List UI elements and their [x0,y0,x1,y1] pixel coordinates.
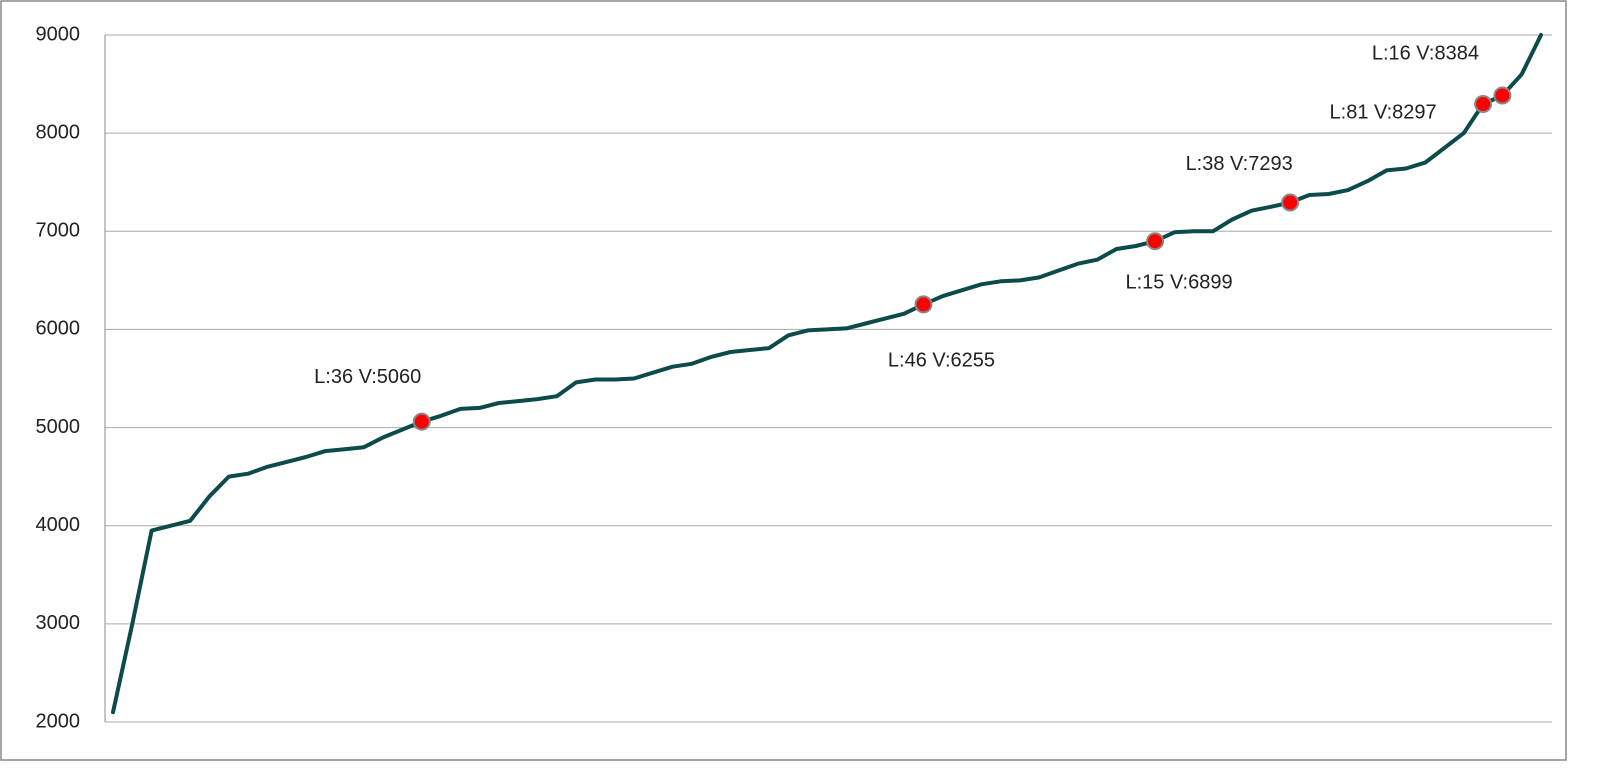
highlight-marker [1146,232,1165,251]
y-tick-label: 5000 [36,416,81,438]
y-tick-label: 6000 [36,318,81,340]
highlight-marker [1493,86,1512,105]
chart-border [0,0,1567,761]
annotation: L:38 V:7293 [1186,153,1293,175]
y-tick-label: 2000 [36,710,81,732]
annotation: L:81 V:8297 [1330,101,1437,123]
highlight-marker [1281,193,1300,212]
annotation: L:46 V:6255 [888,350,995,372]
line [111,33,1543,715]
y-tick-label: 8000 [36,121,81,143]
annotation: L:36 V:5060 [314,366,421,388]
annotation: L:15 V:6899 [1125,271,1232,293]
y-tick-label: 9000 [36,23,81,45]
y-tick-label: 4000 [36,514,81,536]
highlight-marker [1474,94,1493,113]
y-tick-label: 7000 [36,220,81,242]
annotation: L:16 V:8384 [1372,43,1479,65]
highlight-marker [412,412,431,431]
y-tick-label: 3000 [36,612,81,634]
highlight-marker [914,295,933,314]
